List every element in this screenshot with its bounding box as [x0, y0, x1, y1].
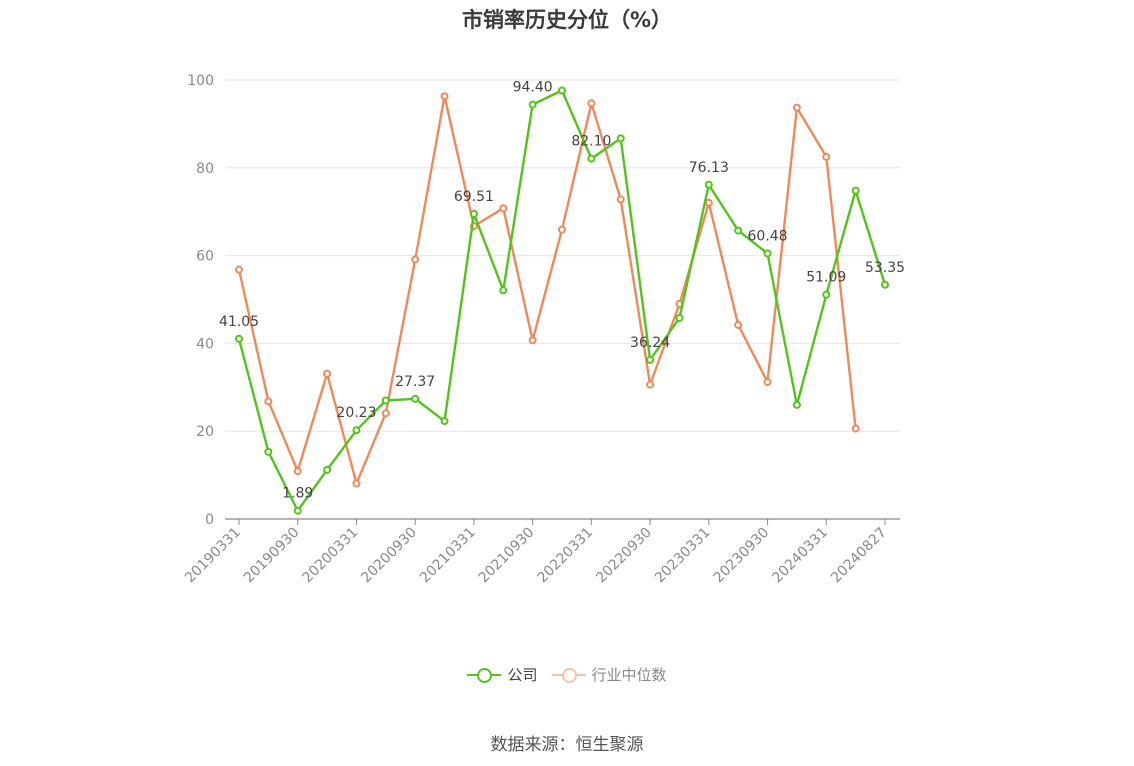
series-1-point-20200630: [381, 409, 390, 418]
x-tick-label-20210930: 20210930: [476, 525, 538, 587]
data-label-20200930: 27.37: [395, 374, 435, 390]
y-tick-label-80: 80: [196, 161, 214, 177]
series-1-point-20200930: [411, 255, 420, 264]
legend-company-swatch-icon: [467, 667, 502, 683]
data-labels: 41.05 1.89 20.23 27.37 69.51 94.40 82.10 36.24 7…: [219, 80, 905, 502]
x-tick-label-20240331: 20240331: [769, 525, 831, 587]
grid-lines: [225, 79, 900, 432]
data-source-note: 数据来源：恒生聚源: [490, 735, 644, 755]
series-1-point-20200331: [352, 479, 361, 488]
series-0-point-20231231: [792, 400, 801, 409]
series-1-point-20191231: [323, 369, 332, 378]
y-tick-label-40: 40: [196, 336, 214, 352]
series-0-point-20220331: [587, 154, 596, 163]
legend-item-industry-median[interactable]: 行业中位数: [551, 664, 667, 685]
y-tick-label-100: 100: [187, 73, 214, 89]
series-0-point-20220930: [646, 355, 655, 364]
series-0-point-20190331: [235, 334, 243, 343]
x-tick-label-20190331: 20190331: [182, 525, 244, 587]
series-1-point-20190630: [264, 397, 273, 406]
data-label-20240827: 53.35: [865, 260, 905, 276]
chart-plot: 0 20 40 60 80 100 2019033120190930202003312020…: [182, 73, 905, 587]
x-tick-label-20200331: 20200331: [300, 525, 362, 587]
data-label-20220930: 36.24: [630, 335, 670, 351]
series-0-point-20221231: [675, 313, 684, 322]
series-1-point-20210930: [528, 336, 537, 345]
data-label-20230930: 60.48: [747, 228, 787, 244]
x-tick-label-20240827: 20240827: [828, 525, 890, 587]
x-tick-label-20230930: 20230930: [711, 525, 773, 587]
x-tick-label-20190930: 20190930: [241, 525, 303, 587]
series-0-point-20210630: [499, 286, 508, 295]
series-0-point-20210331: [469, 209, 478, 218]
series-1-point-20240331: [822, 152, 831, 161]
series-0-point-20211231: [558, 86, 566, 95]
x-tick-label-20220930: 20220930: [593, 525, 655, 587]
legend-item-company[interactable]: 公司: [467, 664, 538, 685]
series-0-point-20240827: [881, 280, 889, 289]
series-0-point-20220630: [616, 134, 625, 143]
y-tick-label-0: 0: [205, 512, 214, 528]
chart-title: 市销率历史分位（%）: [461, 8, 673, 32]
series-0-point-20190930: [293, 506, 302, 515]
data-label-20190331: 41.05: [219, 314, 259, 330]
series-line-1: [237, 95, 857, 485]
legend-company-label: 公司: [507, 666, 538, 684]
series-0-point-20230930: [763, 249, 772, 258]
series-1-point-20220930: [646, 380, 655, 389]
series-0-point-20200930: [411, 394, 420, 403]
data-label-20240331: 51.09: [806, 270, 846, 286]
legend-industry-swatch-icon: [551, 667, 586, 683]
series-0-point-20191231: [323, 465, 332, 474]
data-label-20230331: 76.13: [689, 160, 729, 176]
data-label-20210930: 94.40: [513, 80, 553, 96]
series-1-point-20220331: [587, 99, 596, 108]
series-0-point-20230331: [704, 180, 713, 189]
series-0-point-20230630: [734, 226, 743, 235]
series-1-point-20240630: [851, 424, 860, 433]
series-1-point-20190331: [235, 265, 243, 274]
series-lines: [235, 86, 889, 515]
series-0-point-20240331: [822, 290, 831, 299]
data-label-20210331: 69.51: [454, 189, 494, 205]
series-0-point-20210930: [528, 100, 537, 109]
series-1-point-20220630: [616, 195, 625, 204]
data-label-20220331: 82.10: [571, 134, 611, 150]
series-0-point-20200630: [381, 396, 390, 405]
data-label-20190930: 1.89: [282, 486, 313, 502]
y-tick-label-20: 20: [196, 424, 214, 440]
y-tick-label-60: 60: [196, 249, 214, 265]
series-1-point-20211231: [558, 225, 566, 234]
series-1-point-20230930: [763, 378, 772, 387]
series-0-point-20240630: [851, 186, 860, 195]
series-line-0: [237, 89, 887, 512]
series-1-point-20231231: [792, 103, 801, 112]
x-tick-label-20210331: 20210331: [417, 525, 479, 587]
legend-industry-label: 行业中位数: [591, 666, 667, 684]
x-tick-label-20220331: 20220331: [534, 525, 596, 587]
x-tick-label-20200930: 20200930: [358, 525, 420, 587]
series-1-point-20230331: [704, 198, 713, 207]
series-0-point-20200331: [352, 426, 361, 435]
data-label-20200331: 20.23: [336, 405, 376, 421]
series-1-point-20190930: [293, 467, 302, 476]
x-tick-label-20230331: 20230331: [652, 525, 714, 587]
series-1-point-20230630: [734, 320, 743, 329]
legend: 公司 行业中位数: [0, 664, 1134, 685]
series-0-point-20201231: [440, 417, 449, 426]
series-1-point-20210630: [499, 204, 508, 213]
series-1-point-20201231: [440, 92, 449, 101]
series-0-point-20190630: [264, 447, 273, 456]
